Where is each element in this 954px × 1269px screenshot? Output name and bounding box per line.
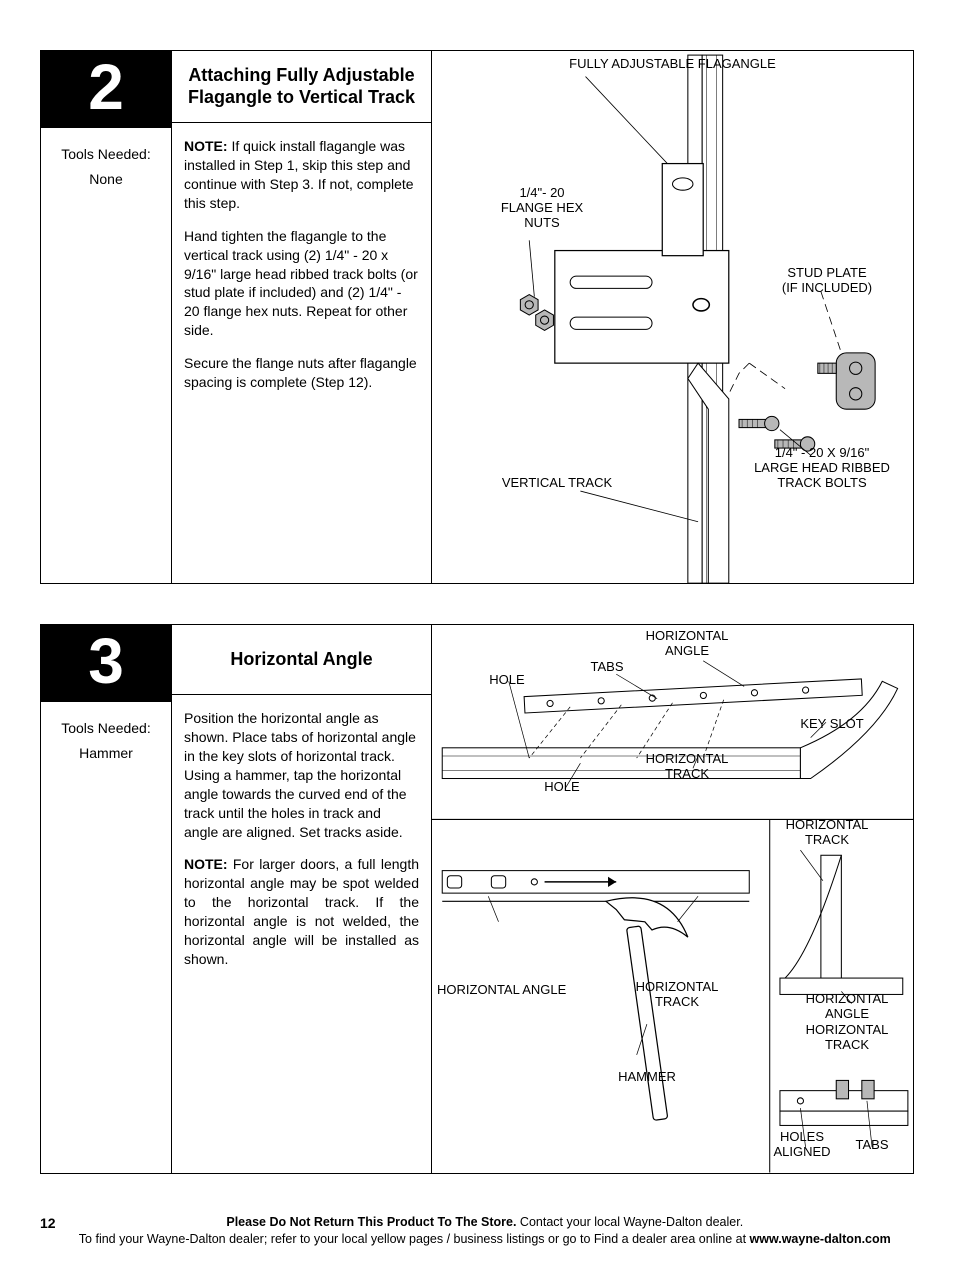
- step-3-para1: Position the horizontal angle as shown. …: [184, 709, 419, 841]
- step-2-para3: Secure the flange nuts after flagangle s…: [184, 354, 419, 392]
- step-2-para2: Hand tighten the flagangle to the vertic…: [184, 227, 419, 340]
- page-footer: 12 Please Do Not Return This Product To …: [40, 1214, 914, 1249]
- lbl-hangle-top: HORIZONTAL ANGLE: [627, 629, 747, 659]
- lbl-hangle-r: HORIZONTAL ANGLE: [797, 992, 897, 1022]
- tools-value: None: [89, 171, 122, 187]
- lbl-htrack-r2: HORIZONTAL TRACK: [797, 1023, 897, 1053]
- note-text: For larger doors, a full length horizont…: [184, 856, 419, 966]
- step-2-title: Attaching Fully Adjustable Flagangle to …: [172, 51, 431, 123]
- footer-bold2: www.wayne-dalton.com: [750, 1232, 891, 1246]
- lbl-keyslot: KEY SLOT: [792, 717, 872, 732]
- footer-line2: To find your Wayne-Dalton dealer; refer …: [79, 1232, 891, 1246]
- lbl-stud: STUD PLATE (IF INCLUDED): [767, 266, 887, 296]
- step-2-left-col: 2 Tools Needed: None: [41, 51, 171, 583]
- lbl-nuts: 1/4"- 20 FLANGE HEX NUTS: [487, 186, 597, 231]
- lbl-hole2: HOLE: [532, 780, 592, 795]
- step-3-svg: [432, 625, 913, 1173]
- step-3-diagram: HORIZONTAL ANGLE TABS HOLE KEY SLOT HORI…: [431, 625, 913, 1173]
- lbl-htrack-mid: HORIZONTAL TRACK: [627, 980, 727, 1010]
- step-2-diagram: FULLY ADJUSTABLE FLAGANGLE 1/4"- 20 FLAN…: [431, 51, 913, 583]
- lbl-hammer: HAMMER: [607, 1070, 687, 1085]
- step-2-body: NOTE: If quick install flagangle was ins…: [172, 123, 431, 420]
- lbl-vtrack: VERTICAL TRACK: [487, 476, 627, 491]
- step-3-tools: Tools Needed: Hammer: [41, 702, 171, 780]
- step-3-mid-col: Horizontal Angle Position the horizontal…: [171, 625, 431, 1173]
- footer-text1: Contact your local Wayne-Dalton dealer.: [516, 1215, 743, 1229]
- lbl-tabs: TABS: [577, 660, 637, 675]
- step-3-number: 3: [41, 625, 171, 702]
- lbl-holes-aligned: HOLES ALIGNED: [767, 1130, 837, 1160]
- step-3-left-col: 3 Tools Needed: Hammer: [41, 625, 171, 1173]
- step-3-body: Position the horizontal angle as shown. …: [172, 695, 431, 997]
- tools-label: Tools Needed:: [61, 720, 151, 736]
- footer-line1: Please Do Not Return This Product To The…: [226, 1215, 743, 1229]
- lbl-hole: HOLE: [477, 673, 537, 688]
- note-label: NOTE:: [184, 138, 228, 154]
- lbl-htrack: HORIZONTAL TRACK: [637, 752, 737, 782]
- step-2-number: 2: [41, 51, 171, 128]
- lbl-hangle-mid: HORIZONTAL ANGLE: [437, 983, 577, 998]
- step-2-box: 2 Tools Needed: None Attaching Fully Adj…: [40, 50, 914, 584]
- footer-bold1: Please Do Not Return This Product To The…: [226, 1215, 516, 1229]
- lbl-flagangle: FULLY ADJUSTABLE FLAGANGLE: [432, 57, 913, 72]
- step-3-box: 3 Tools Needed: Hammer Horizontal Angle …: [40, 624, 914, 1174]
- tools-value: Hammer: [79, 745, 133, 761]
- lbl-tabs2: TABS: [847, 1138, 897, 1153]
- lbl-bolts: 1/4" - 20 X 9/16" LARGE HEAD RIBBED TRAC…: [747, 446, 897, 491]
- step-3-note: NOTE: For larger doors, a full length ho…: [184, 855, 419, 968]
- note-label: NOTE:: [184, 856, 228, 872]
- step-2-note: NOTE: If quick install flagangle was ins…: [184, 137, 419, 213]
- footer-text2: To find your Wayne-Dalton dealer; refer …: [79, 1232, 750, 1246]
- lbl-htrack-r: HORIZONTAL TRACK: [772, 818, 882, 848]
- tools-label: Tools Needed:: [61, 146, 151, 162]
- step-2-svg: [432, 51, 913, 583]
- page-number: 12: [40, 1214, 56, 1234]
- step-3-title: Horizontal Angle: [172, 625, 431, 695]
- step-2-mid-col: Attaching Fully Adjustable Flagangle to …: [171, 51, 431, 583]
- step-2-tools: Tools Needed: None: [41, 128, 171, 206]
